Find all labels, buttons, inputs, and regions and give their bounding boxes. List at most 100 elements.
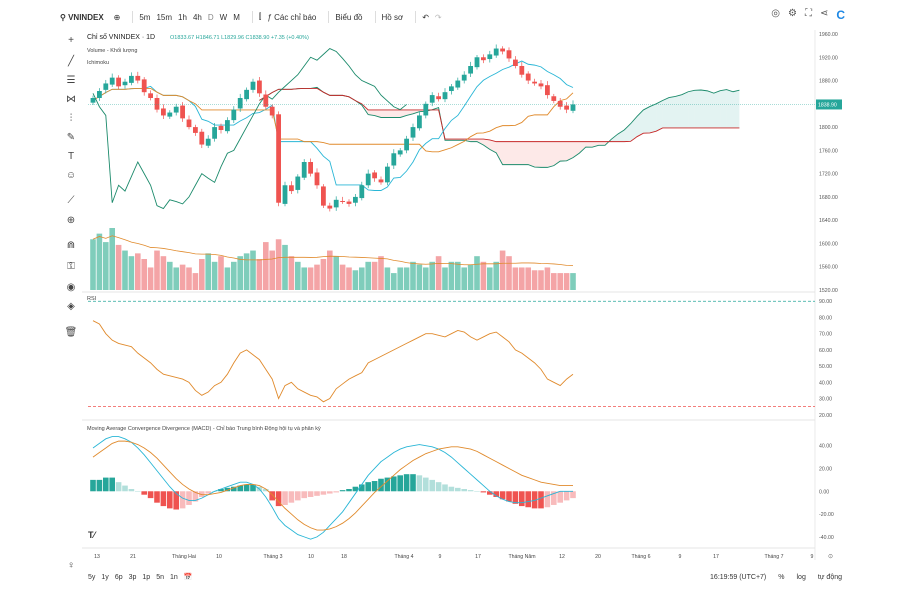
ichimoku-cloud-segment <box>534 141 541 168</box>
crosshair-icon[interactable]: + <box>68 35 74 46</box>
range-5n[interactable]: 5n <box>156 573 164 581</box>
volume-bar <box>544 267 551 290</box>
macd-histogram-bar <box>333 491 339 493</box>
profile-button[interactable]: Hồ sơ <box>381 12 404 22</box>
ichimoku-cloud-segment <box>355 100 362 106</box>
eye-icon[interactable]: ◈ <box>67 301 75 312</box>
text-tool-icon[interactable]: T <box>67 151 75 162</box>
time-tick-label: 9 <box>679 554 682 560</box>
snapshot-icon[interactable]: ◎ <box>771 8 780 19</box>
interval-d[interactable]: D <box>207 12 214 22</box>
volume-bar <box>115 244 122 290</box>
percent-toggle[interactable]: % <box>778 573 785 581</box>
hint-icon[interactable]: ♀ <box>67 560 75 571</box>
range-1p[interactable]: 1p <box>142 573 151 581</box>
candle-body <box>122 81 128 86</box>
volume-bar <box>122 250 128 290</box>
macd-histogram-bar <box>160 491 167 507</box>
emoji-icon[interactable]: ☺ <box>65 170 77 181</box>
macd-histogram-bar <box>403 474 410 492</box>
add-symbol-icon[interactable]: ⊕ <box>113 12 121 22</box>
candle-body <box>532 81 537 84</box>
trendline-icon[interactable]: ╱ <box>67 56 75 67</box>
interval-m[interactable]: M <box>233 12 240 22</box>
calendar-icon[interactable]: 📅 <box>183 574 193 581</box>
macd-histogram-bar <box>141 491 147 495</box>
pitchfork-icon[interactable]: ⋈ <box>66 94 76 105</box>
indicators-button[interactable]: ƒ Các chỉ báo <box>267 12 317 22</box>
candle-type-icon[interactable]: ⫿ <box>258 12 262 21</box>
volume-bar <box>410 261 416 290</box>
ichimoku-cloud-segment <box>643 106 650 134</box>
macd-histogram-bar <box>557 491 563 503</box>
ichimoku-cloud-segment <box>566 141 573 161</box>
horizontal-lines-icon[interactable]: ☰ <box>66 75 76 86</box>
candle-body <box>154 98 160 110</box>
chart-type-button[interactable]: Biểu đồ <box>335 12 363 22</box>
volume-bar <box>551 273 557 290</box>
volume-bar <box>397 267 403 290</box>
interval-4h[interactable]: 4h <box>192 12 202 22</box>
range-1y[interactable]: 1y <box>101 573 109 581</box>
rsi-tick-label: 20.00 <box>819 413 832 419</box>
fullscreen-icon[interactable]: ⛶ <box>804 8 812 19</box>
brand-logo-icon: C <box>836 8 845 22</box>
candle-body <box>474 57 480 68</box>
candle-body <box>391 153 397 166</box>
range-5y[interactable]: 5y <box>88 573 96 581</box>
lock-drawings-icon[interactable]: ⚿ <box>67 261 75 272</box>
macd-histogram-bar <box>512 491 519 504</box>
clock-readout[interactable]: 16:19:59 (UTC+7) <box>710 573 767 581</box>
settings-icon[interactable]: ⚙ <box>787 8 797 19</box>
price-tick-label: 1800.00 <box>819 125 838 131</box>
interval-1h[interactable]: 1h <box>178 12 187 22</box>
auto-toggle[interactable]: tự động <box>817 573 842 581</box>
ruler-icon[interactable]: ⟋ <box>67 195 75 206</box>
range-6p[interactable]: 6p <box>114 573 123 581</box>
redo-icon[interactable]: ↷ <box>434 12 442 22</box>
macd-histogram-bar <box>250 484 256 492</box>
price-tick-label: 1920.00 <box>819 55 838 61</box>
macd-signal-line <box>92 440 573 531</box>
volume-bar <box>391 273 397 290</box>
share-icon[interactable]: ⋖ <box>819 8 829 19</box>
volume-bar <box>442 267 448 290</box>
ichimoku-cloud-segment <box>477 139 484 145</box>
range-1n[interactable]: 1n <box>170 573 178 581</box>
macd-histogram-bar <box>263 489 269 492</box>
ichimoku-cloud-segment <box>464 139 471 142</box>
macd-histogram-bar <box>167 491 173 509</box>
zoom-icon[interactable]: ⊕ <box>66 215 76 226</box>
ichimoku-cloud-segment <box>726 89 733 128</box>
symbol-search[interactable]: ⚲ VNINDEX <box>60 12 104 22</box>
undo-icon[interactable]: ↶ <box>422 12 429 22</box>
macd-histogram-bar <box>103 477 109 492</box>
ichimoku-cloud-segment <box>592 141 599 148</box>
log-toggle[interactable]: log <box>796 573 806 581</box>
ichimoku-cloud-segment <box>528 141 535 168</box>
range-3p[interactable]: 3p <box>128 573 137 581</box>
brush-icon[interactable]: ✎ <box>66 132 76 143</box>
time-tick-label: 12 <box>559 554 565 560</box>
candle-body <box>257 80 262 94</box>
interval-w[interactable]: W <box>219 12 228 22</box>
ichimoku-cloud-segment <box>470 139 477 142</box>
ichimoku-cloud-segment <box>502 141 509 165</box>
fib-icon[interactable]: ⫶ <box>69 113 73 124</box>
macd-histogram-bar <box>199 491 205 497</box>
interval-5m[interactable]: 5m <box>139 12 151 22</box>
trash-icon[interactable]: 🗑 <box>64 327 78 338</box>
last-price-label: 1838.90 <box>818 102 837 108</box>
macd-histogram-bar <box>147 491 154 499</box>
macd-histogram-bar <box>90 479 96 492</box>
visibility-icon[interactable]: ◉ <box>66 282 76 293</box>
ichimoku-cloud-segment <box>381 109 388 118</box>
interval-15m[interactable]: 15m <box>156 12 173 22</box>
volume-bar <box>403 267 410 290</box>
magnet-icon[interactable]: ⋒ <box>66 240 76 251</box>
macd-histogram-bar <box>256 486 263 492</box>
ichimoku-kijun-line <box>92 87 574 153</box>
ichimoku-cloud-segment <box>585 141 593 148</box>
macd-histogram-bar <box>570 491 576 499</box>
